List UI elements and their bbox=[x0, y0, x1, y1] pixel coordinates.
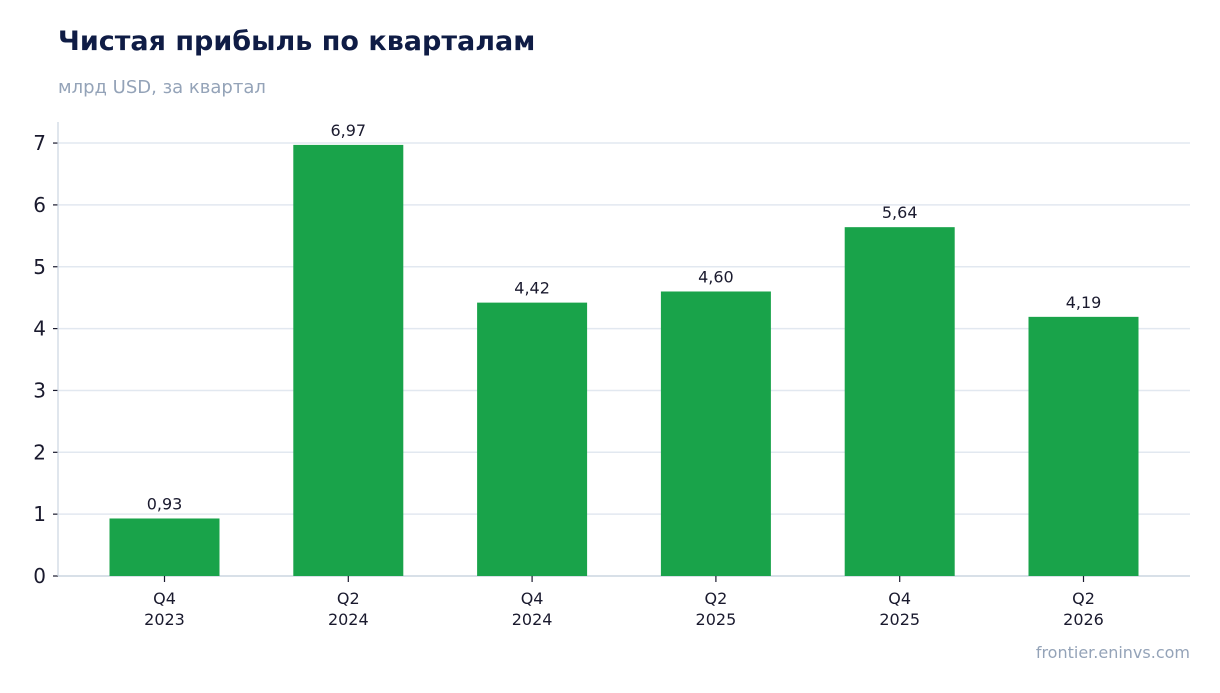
bar bbox=[844, 227, 955, 576]
y-tick-label: 0 bbox=[33, 564, 46, 588]
x-tick-label: Q2 bbox=[705, 589, 728, 608]
data-label: 4,19 bbox=[1066, 293, 1102, 312]
bar bbox=[477, 302, 588, 576]
y-tick-label: 2 bbox=[33, 440, 46, 464]
x-tick-label-year: 2023 bbox=[144, 610, 185, 629]
y-tick-label: 5 bbox=[33, 255, 46, 279]
y-tick-label: 1 bbox=[33, 502, 46, 526]
y-tick-label: 3 bbox=[33, 378, 46, 402]
source-credit: frontier.eninvs.com bbox=[1035, 643, 1190, 662]
chart-title: Чистая прибыль по кварталам bbox=[58, 26, 536, 57]
x-tick-label: Q2 bbox=[1072, 589, 1095, 608]
y-tick-label: 7 bbox=[33, 131, 46, 155]
bar bbox=[109, 518, 220, 576]
x-tick-label: Q4 bbox=[521, 589, 544, 608]
x-tick-label-year: 2024 bbox=[512, 610, 553, 629]
bar bbox=[1028, 316, 1139, 576]
x-tick-label-year: 2024 bbox=[328, 610, 369, 629]
x-tick-label: Q4 bbox=[153, 589, 176, 608]
x-tick-label: Q2 bbox=[337, 589, 360, 608]
x-tick-label-year: 2026 bbox=[1063, 610, 1104, 629]
data-label: 4,60 bbox=[698, 267, 734, 286]
y-tick-label: 4 bbox=[33, 317, 46, 341]
x-tick-label-year: 2025 bbox=[879, 610, 920, 629]
bar bbox=[660, 291, 771, 576]
data-label: 4,42 bbox=[514, 279, 550, 298]
data-label: 6,97 bbox=[330, 121, 366, 140]
bar bbox=[293, 144, 404, 576]
x-tick-label: Q4 bbox=[888, 589, 911, 608]
data-label: 0,93 bbox=[147, 494, 183, 513]
chart-subtitle: млрд USD, за квартал bbox=[58, 77, 266, 98]
data-label: 5,64 bbox=[882, 203, 918, 222]
x-tick-label-year: 2025 bbox=[696, 610, 737, 629]
y-tick-label: 6 bbox=[33, 193, 46, 217]
